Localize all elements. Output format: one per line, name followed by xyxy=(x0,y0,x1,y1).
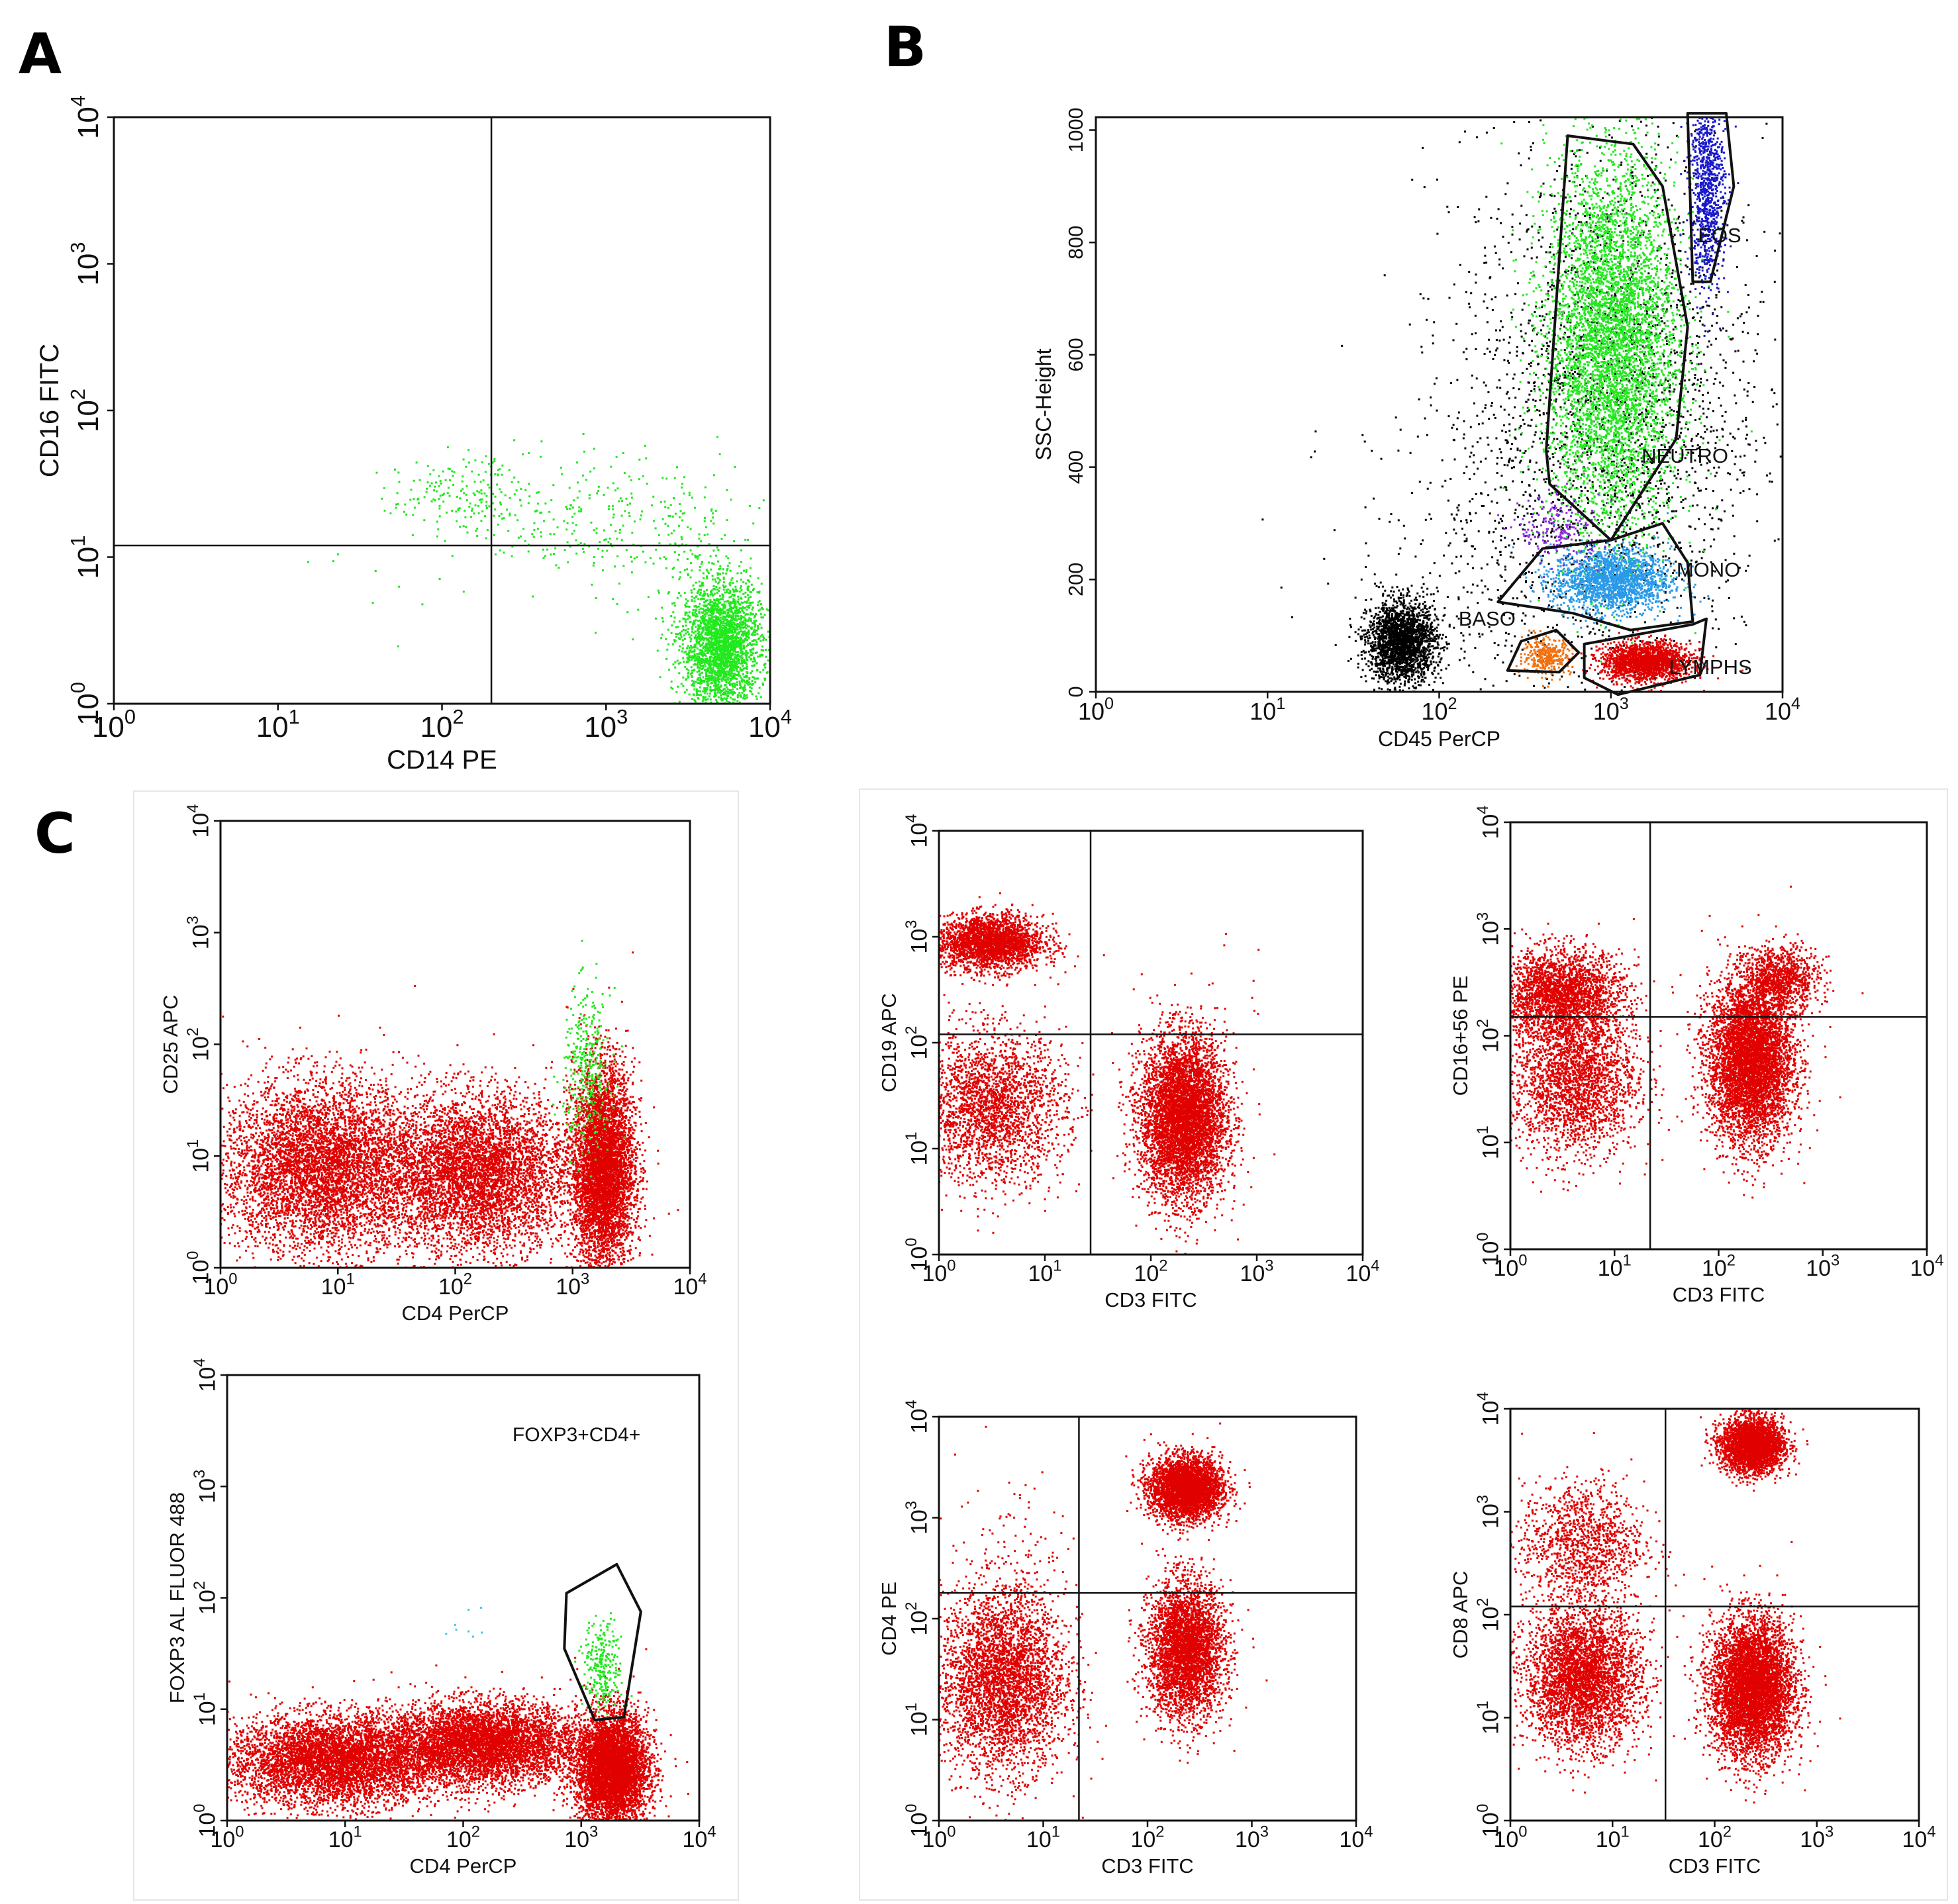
x-axis-label: CD3 FITC xyxy=(1669,1854,1761,1878)
panel-label-a: A xyxy=(19,21,62,86)
x-axis-label: CD3 FITC xyxy=(1104,1288,1197,1311)
x-axis-label: CD4 PerCP xyxy=(410,1854,517,1878)
gate-label-lymphs: LYMPHS xyxy=(1669,655,1751,679)
gate-label-eos: EOS xyxy=(1698,224,1741,247)
x-axis-label: CD14 PE xyxy=(387,745,497,775)
panel-label-c: C xyxy=(34,801,75,866)
y-tick-label: 400 xyxy=(1065,450,1087,484)
y-axis-label: CD8 APC xyxy=(1449,1571,1472,1659)
y-tick-label: 0 xyxy=(1065,686,1087,697)
y-axis-label: CD25 APC xyxy=(159,995,182,1094)
y-tick-label: 600 xyxy=(1065,338,1087,371)
x-axis-label: CD3 FITC xyxy=(1101,1854,1194,1878)
y-tick-label: 800 xyxy=(1065,226,1087,260)
gate-label-neutro: NEUTRO xyxy=(1641,444,1728,467)
y-axis-label: SSC-Height xyxy=(1032,348,1055,460)
y-tick-label: 200 xyxy=(1065,563,1087,596)
panel-label-b: B xyxy=(884,15,926,79)
x-axis-label: CD45 PerCP xyxy=(1378,727,1500,751)
y-axis-label: CD16+56 PE xyxy=(1449,976,1472,1096)
y-axis-label: CD4 PE xyxy=(877,1582,901,1656)
gate-annotation: FOXP3+CD4+ xyxy=(513,1424,640,1446)
y-axis-label: CD16 FITC xyxy=(35,344,64,477)
y-axis-label: CD19 APC xyxy=(877,993,901,1092)
x-axis-label: CD4 PerCP xyxy=(402,1302,509,1325)
gate-label-mono: MONO xyxy=(1677,558,1740,581)
y-tick-label: 1000 xyxy=(1065,107,1087,152)
x-axis-label: CD3 FITC xyxy=(1673,1283,1765,1306)
gate-label-baso: BASO xyxy=(1459,607,1516,630)
y-axis-label: FOXP3 AL FLUOR 488 xyxy=(166,1492,189,1703)
